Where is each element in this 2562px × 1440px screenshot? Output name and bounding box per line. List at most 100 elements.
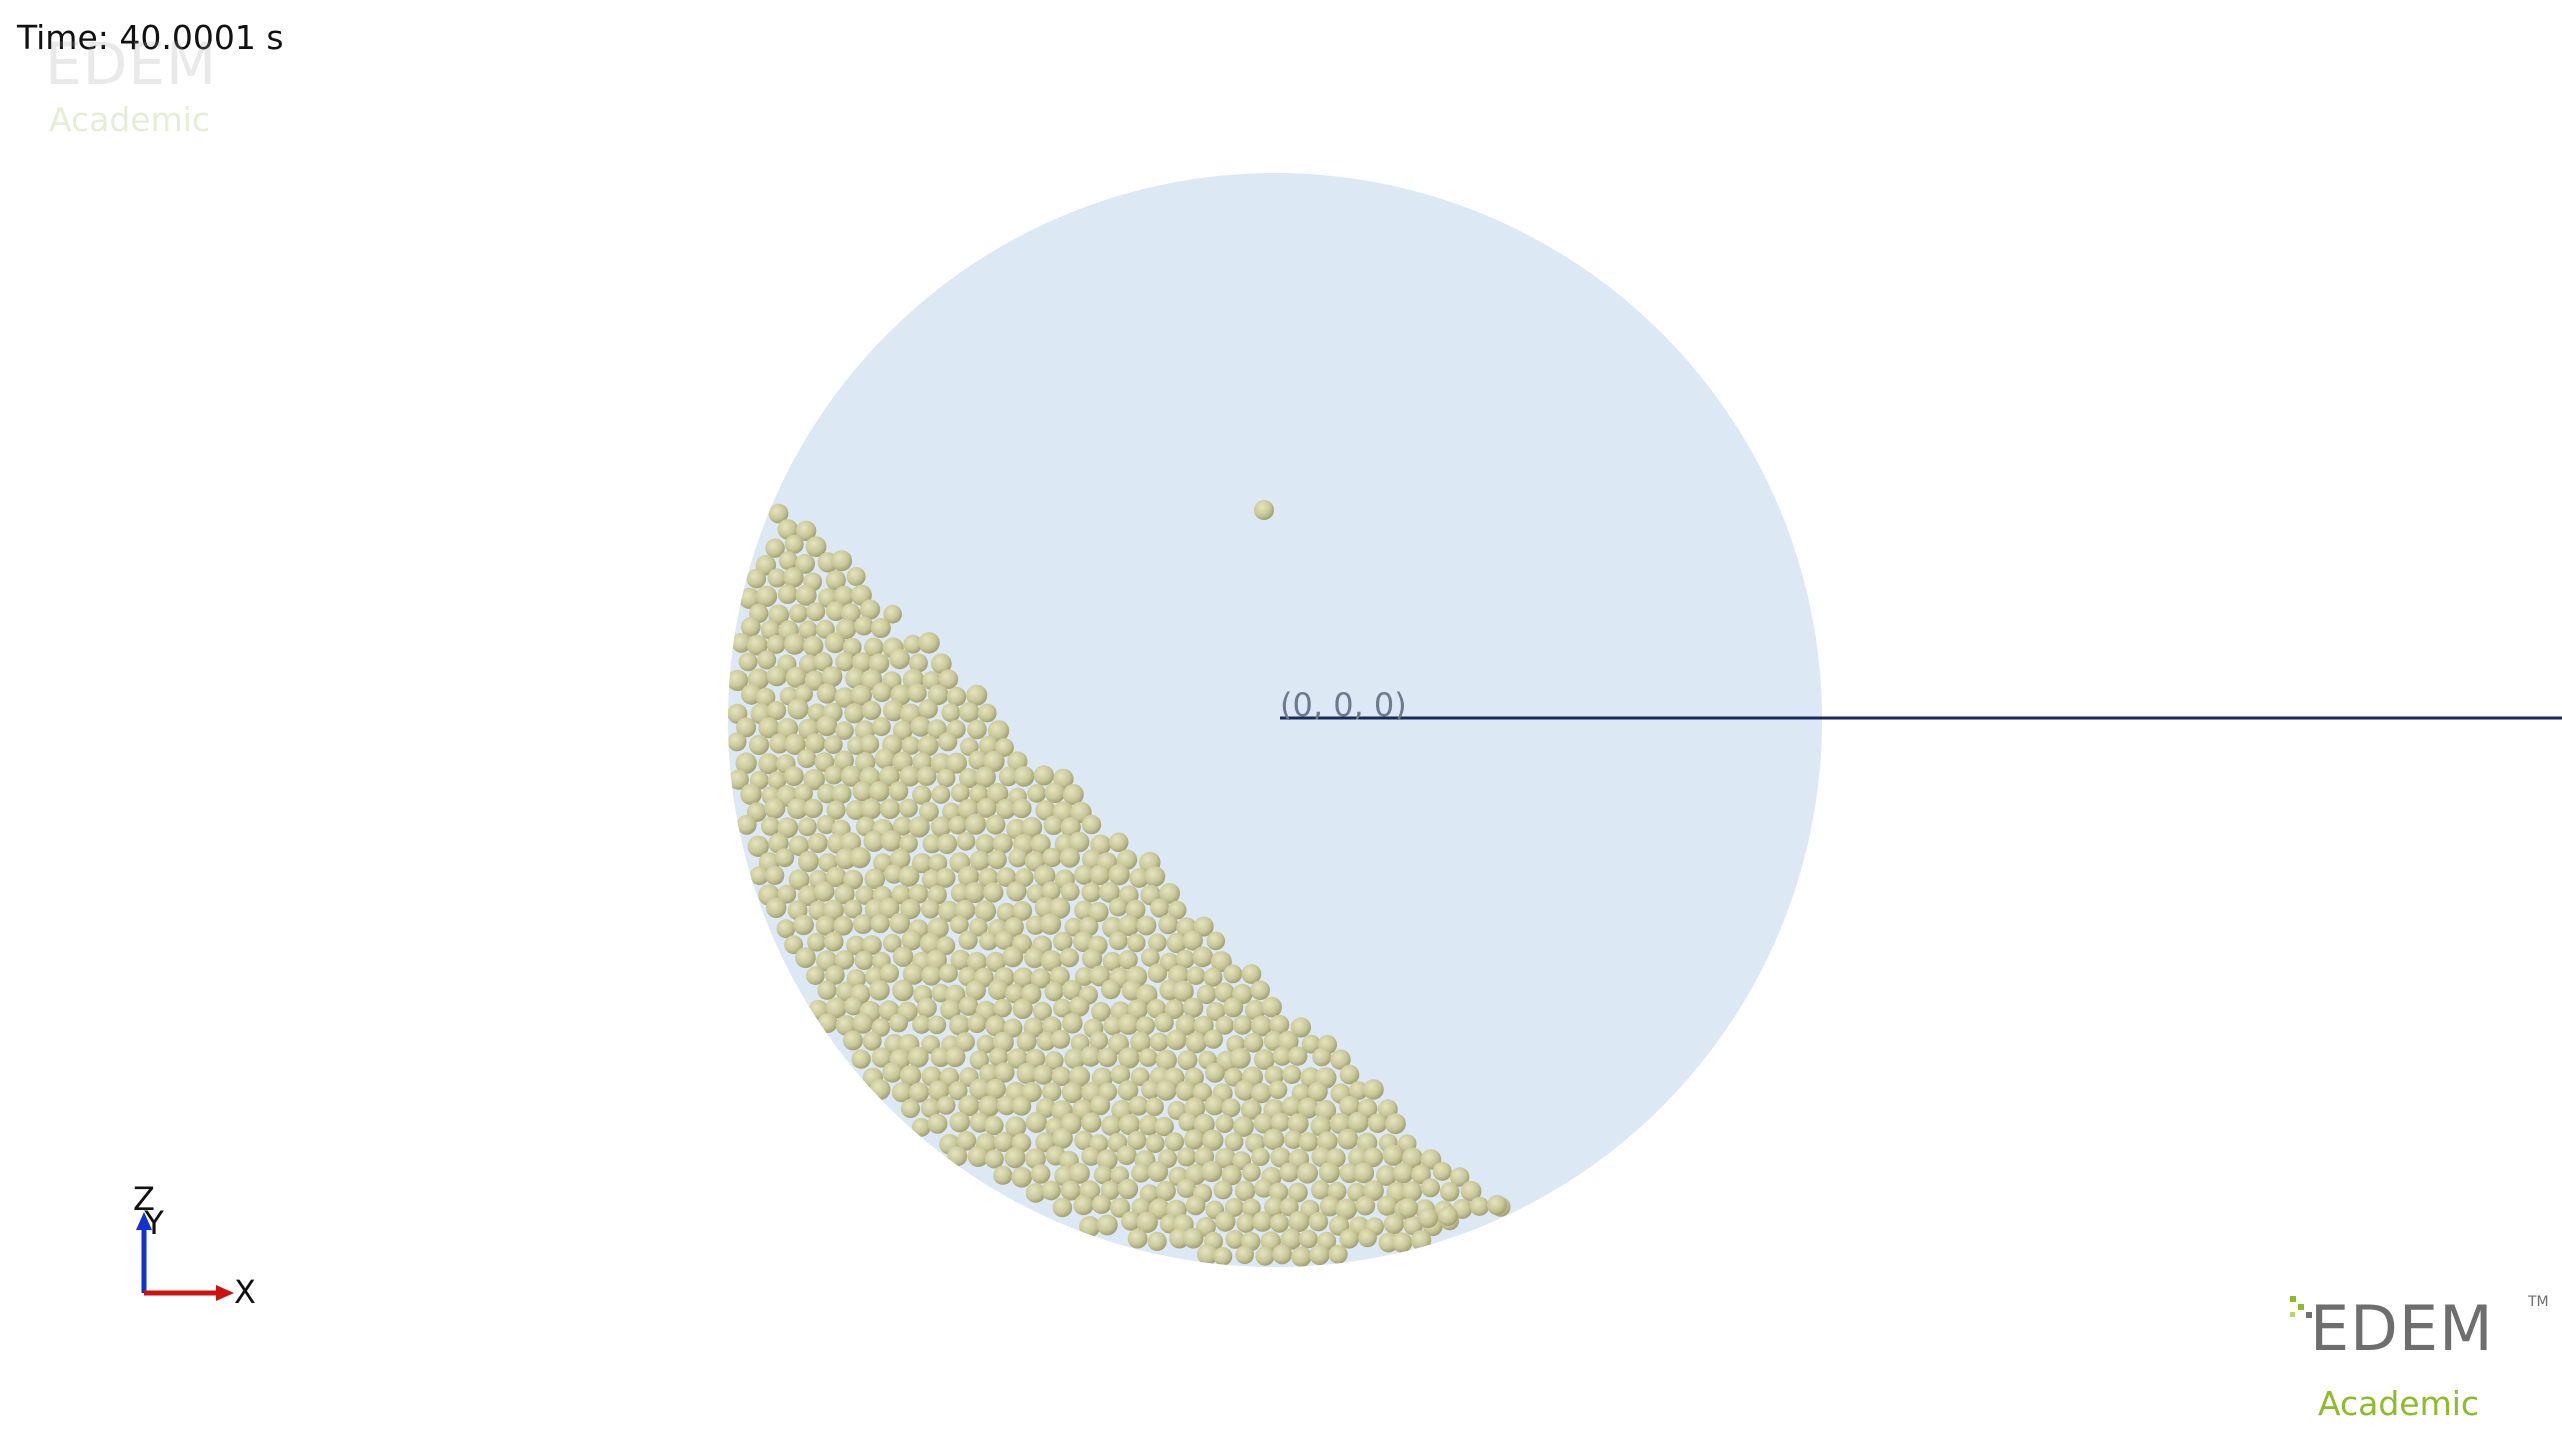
particle xyxy=(992,1031,1014,1053)
particle xyxy=(1025,1183,1046,1203)
particle xyxy=(852,781,873,802)
particle xyxy=(1043,815,1064,836)
particle xyxy=(993,1131,1014,1152)
particle xyxy=(1235,1245,1254,1265)
particle xyxy=(987,720,1010,742)
particle xyxy=(930,1047,951,1068)
particle xyxy=(1328,1244,1348,1264)
particle xyxy=(1402,1147,1423,1169)
particle xyxy=(765,865,785,886)
particle xyxy=(1121,1211,1141,1231)
particle xyxy=(946,686,967,707)
particle xyxy=(806,966,825,985)
particle xyxy=(803,768,825,791)
particle xyxy=(1128,1095,1149,1116)
particle xyxy=(1307,1081,1328,1102)
particle xyxy=(918,699,938,719)
particle xyxy=(1363,1180,1384,1201)
particle xyxy=(975,834,996,854)
particle xyxy=(797,748,817,769)
particle xyxy=(1279,1197,1299,1217)
particle xyxy=(747,835,769,857)
particle xyxy=(760,620,781,640)
particle xyxy=(852,652,872,672)
particle xyxy=(902,963,925,985)
particle xyxy=(956,832,976,851)
particle xyxy=(921,965,942,986)
particle xyxy=(1013,967,1034,988)
particle xyxy=(993,998,1012,1018)
particle xyxy=(1081,1146,1101,1166)
particle xyxy=(1214,982,1235,1003)
particle xyxy=(1264,1065,1285,1086)
particle xyxy=(1337,1128,1359,1150)
particle xyxy=(966,951,987,972)
particle xyxy=(1116,1145,1137,1165)
particle xyxy=(1020,983,1042,1005)
particle xyxy=(1166,1029,1187,1051)
particle xyxy=(1318,1162,1340,1183)
particle xyxy=(938,963,958,983)
particle xyxy=(777,519,799,540)
particle xyxy=(883,604,902,624)
particle xyxy=(826,800,846,820)
particle xyxy=(1079,1216,1101,1238)
particle xyxy=(1311,1146,1332,1168)
particle xyxy=(967,1145,989,1167)
particle xyxy=(1176,1178,1197,1198)
particle xyxy=(1064,1048,1086,1070)
particle xyxy=(836,618,857,640)
particle xyxy=(1059,847,1080,868)
particle xyxy=(1279,1162,1300,1183)
particle xyxy=(1240,1099,1262,1120)
particle xyxy=(1175,1014,1197,1036)
particle xyxy=(1068,831,1090,853)
particle xyxy=(1110,1197,1131,1218)
particle xyxy=(1103,1016,1123,1036)
particle xyxy=(746,569,767,589)
particle xyxy=(1012,998,1033,1019)
particle xyxy=(784,733,806,755)
particle xyxy=(803,798,823,819)
particle xyxy=(1062,784,1084,805)
particle xyxy=(919,932,942,955)
particle xyxy=(1012,798,1032,819)
particle xyxy=(1060,882,1080,901)
particle xyxy=(949,1014,970,1036)
particle xyxy=(1130,1031,1151,1053)
particle xyxy=(891,1082,913,1103)
particle xyxy=(749,866,769,886)
particle xyxy=(935,867,956,888)
particle xyxy=(1254,1178,1274,1198)
particle xyxy=(805,733,826,754)
particle xyxy=(969,917,988,937)
simulation-time-label: Time: 40.0001 s xyxy=(17,18,284,57)
particle xyxy=(1308,1212,1329,1232)
particle xyxy=(758,753,780,775)
particle xyxy=(1287,1113,1309,1135)
particle xyxy=(797,885,819,907)
particle xyxy=(777,884,797,904)
particle xyxy=(1184,1129,1205,1150)
particle xyxy=(911,1117,931,1137)
particle xyxy=(1155,1180,1176,1202)
particle xyxy=(778,551,798,571)
particle xyxy=(833,916,853,936)
particle xyxy=(996,1095,1017,1116)
edem-brand-text: EDEM xyxy=(45,30,217,98)
particle xyxy=(1250,980,1270,1001)
particle xyxy=(784,534,804,554)
particle xyxy=(1255,1246,1275,1266)
particle xyxy=(766,634,786,654)
particle xyxy=(849,847,871,869)
particle xyxy=(823,931,844,952)
particle xyxy=(1224,1067,1243,1087)
particle xyxy=(1013,766,1035,787)
particle xyxy=(1049,966,1070,987)
particle xyxy=(851,1049,871,1069)
particle xyxy=(974,766,996,788)
particle xyxy=(1127,933,1146,953)
particle xyxy=(891,884,912,905)
particle xyxy=(1411,1230,1432,1251)
